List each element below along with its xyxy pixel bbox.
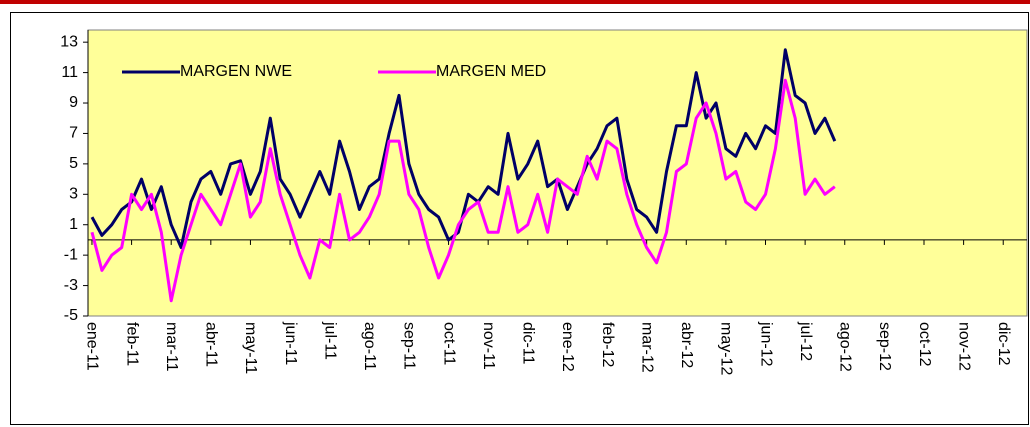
x-tick-label: mar-11 [163, 322, 180, 372]
x-tick-label: abr-12 [678, 322, 695, 368]
x-tick-label: abr-11 [203, 322, 220, 367]
y-tick-label: 9 [69, 94, 78, 111]
series-line [90, 48, 837, 249]
top-bar [0, 0, 1030, 4]
x-tick-label: oct-12 [916, 322, 933, 367]
x-tick-label: jul-12 [797, 321, 814, 361]
x-tick-label: jun-12 [757, 321, 774, 367]
x-tick-label: ene-11 [84, 322, 101, 371]
x-tick-label: ago-12 [837, 322, 854, 372]
series-line [90, 78, 836, 303]
y-tick-label: -1 [64, 246, 78, 263]
x-tick-label: ago-11 [361, 322, 378, 371]
x-tick-label: sep-12 [876, 322, 893, 371]
x-tick-label: jul-11 [321, 321, 338, 360]
x-tick-label: dic-11 [520, 322, 537, 364]
y-tick-label: -5 [64, 307, 78, 324]
legend-label: MARGEN MED [436, 63, 546, 80]
y-tick-label: 11 [61, 64, 78, 81]
y-tick-label: 7 [69, 125, 78, 142]
x-tick-label: may-12 [718, 322, 735, 375]
y-tick-label: -3 [64, 277, 78, 294]
x-tick-label: mar-12 [638, 322, 655, 373]
x-tick-label: feb-12 [599, 322, 616, 367]
x-tick-label: nov-11 [480, 322, 497, 370]
y-tick-label: 13 [60, 33, 78, 50]
y-tick-label: 3 [69, 186, 78, 203]
x-tick-label: sep-11 [401, 322, 418, 370]
x-tick-label: feb-11 [123, 322, 140, 366]
x-tick-label: ene-12 [559, 322, 576, 372]
y-tick-label: 1 [69, 216, 78, 233]
x-tick-label: may-11 [242, 322, 259, 374]
x-tick-label: oct-11 [440, 322, 457, 365]
legend-label: MARGEN NWE [180, 63, 292, 80]
x-tick-label: jun-11 [282, 321, 299, 365]
y-tick-label: 5 [69, 155, 78, 172]
x-tick-label: nov-12 [955, 322, 972, 371]
x-tick-label: dic-12 [995, 322, 1012, 366]
